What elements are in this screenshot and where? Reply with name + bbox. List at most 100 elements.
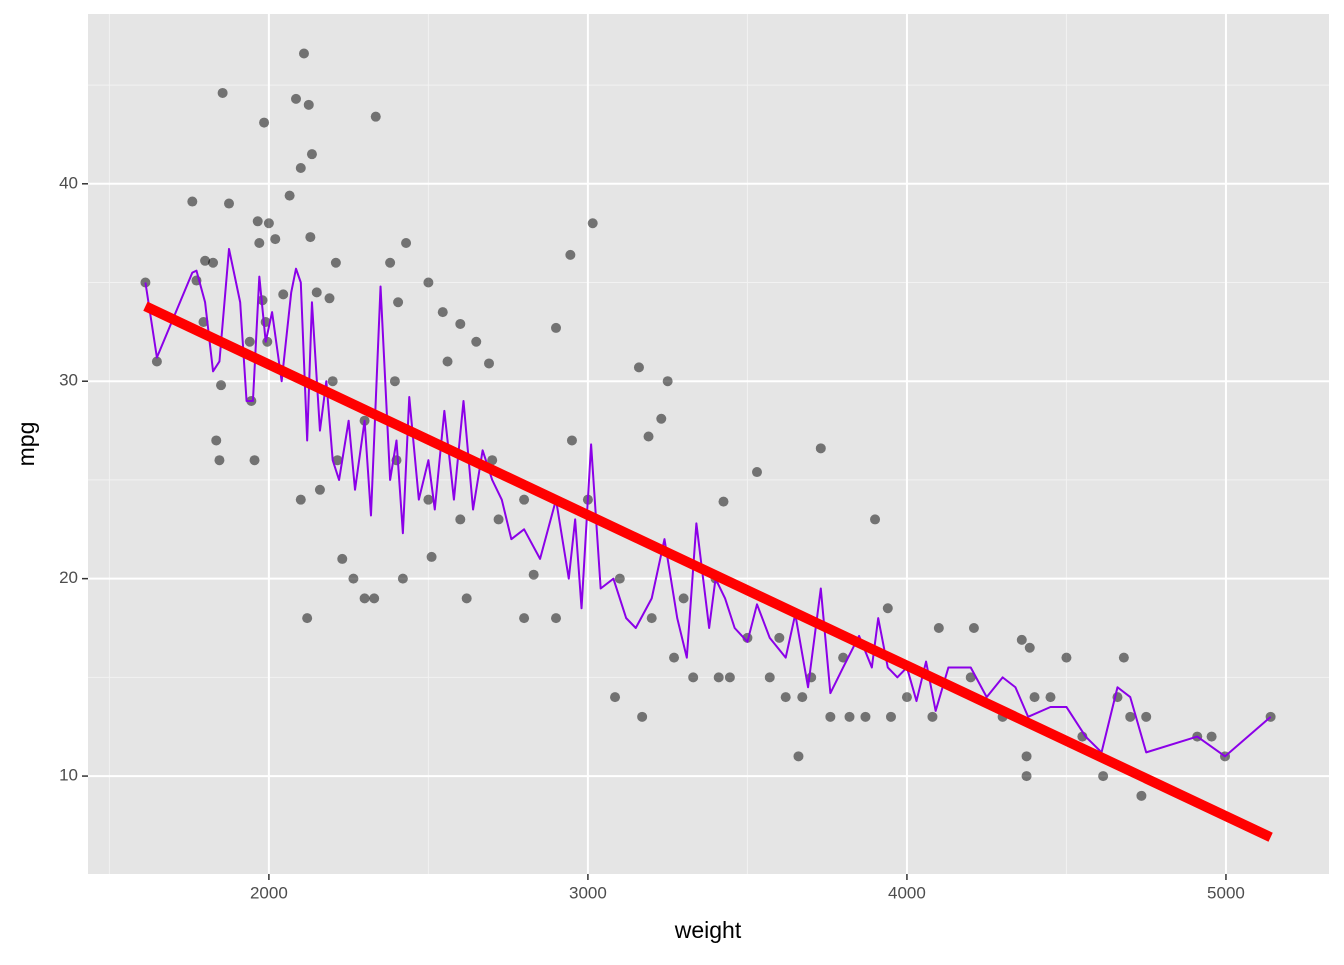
point bbox=[1141, 711, 1152, 722]
point bbox=[1125, 711, 1136, 722]
point bbox=[793, 751, 804, 762]
point bbox=[751, 467, 762, 478]
point bbox=[252, 216, 263, 227]
point bbox=[303, 99, 314, 110]
point bbox=[587, 218, 598, 229]
point bbox=[423, 494, 434, 505]
point bbox=[528, 569, 539, 580]
point bbox=[401, 238, 412, 249]
point bbox=[298, 48, 309, 59]
y-tick-label: 10 bbox=[59, 766, 78, 785]
point bbox=[1061, 652, 1072, 663]
point bbox=[1024, 642, 1035, 653]
point bbox=[385, 257, 396, 268]
point bbox=[389, 376, 400, 387]
point bbox=[968, 623, 979, 634]
point bbox=[295, 162, 306, 173]
point bbox=[249, 455, 260, 466]
point bbox=[656, 413, 667, 424]
point bbox=[1098, 771, 1109, 782]
point bbox=[442, 356, 453, 367]
point bbox=[423, 277, 434, 288]
point bbox=[551, 613, 562, 624]
point bbox=[198, 316, 209, 327]
point bbox=[1118, 652, 1129, 663]
point bbox=[1029, 692, 1040, 703]
point bbox=[927, 711, 938, 722]
x-tick-label: 5000 bbox=[1207, 883, 1245, 902]
point bbox=[965, 672, 976, 683]
point bbox=[214, 455, 225, 466]
point bbox=[278, 289, 289, 300]
point bbox=[314, 484, 325, 495]
point bbox=[487, 455, 498, 466]
point bbox=[565, 249, 576, 260]
point bbox=[825, 711, 836, 722]
point bbox=[860, 711, 871, 722]
point bbox=[713, 672, 724, 683]
point bbox=[718, 496, 729, 507]
point bbox=[291, 93, 302, 104]
point bbox=[780, 692, 791, 703]
point bbox=[284, 190, 295, 201]
panel bbox=[88, 14, 1329, 874]
point bbox=[437, 307, 448, 318]
axes: 2000 3000 4000 5000 10 20 30 40 bbox=[59, 173, 1245, 902]
y-tick-label: 30 bbox=[59, 371, 78, 390]
point bbox=[637, 711, 648, 722]
point bbox=[311, 287, 322, 298]
point bbox=[332, 455, 343, 466]
point bbox=[688, 672, 699, 683]
point bbox=[200, 255, 211, 266]
point bbox=[337, 553, 348, 564]
x-tick-label: 3000 bbox=[569, 883, 607, 902]
point bbox=[566, 435, 577, 446]
point bbox=[724, 672, 735, 683]
point bbox=[519, 494, 530, 505]
point bbox=[224, 198, 235, 209]
point bbox=[244, 336, 255, 347]
point bbox=[211, 435, 222, 446]
point bbox=[484, 358, 495, 369]
point bbox=[330, 257, 341, 268]
point bbox=[216, 380, 227, 391]
point bbox=[208, 257, 219, 268]
point bbox=[1021, 751, 1032, 762]
point bbox=[270, 234, 281, 245]
point bbox=[493, 514, 504, 525]
y-axis-title: mpg bbox=[13, 422, 39, 467]
point bbox=[295, 494, 306, 505]
point bbox=[678, 593, 689, 604]
y-tick-label: 20 bbox=[59, 568, 78, 587]
point bbox=[348, 573, 359, 584]
point bbox=[797, 692, 808, 703]
point bbox=[455, 514, 466, 525]
point bbox=[646, 613, 657, 624]
y-tick-label: 40 bbox=[59, 173, 78, 192]
point bbox=[519, 613, 530, 624]
point bbox=[669, 652, 680, 663]
point bbox=[259, 117, 270, 128]
point bbox=[633, 362, 644, 373]
point bbox=[1136, 790, 1147, 801]
grid bbox=[88, 14, 1329, 874]
point bbox=[838, 652, 849, 663]
point bbox=[815, 443, 826, 454]
point bbox=[870, 514, 881, 525]
point bbox=[643, 431, 654, 442]
point bbox=[1021, 771, 1032, 782]
point bbox=[901, 692, 912, 703]
point bbox=[764, 672, 775, 683]
point bbox=[610, 692, 621, 703]
marks bbox=[140, 48, 1276, 842]
point bbox=[662, 376, 673, 387]
point bbox=[306, 149, 317, 160]
point bbox=[217, 87, 228, 98]
point bbox=[1045, 692, 1056, 703]
x-axis-title: weight bbox=[674, 917, 742, 943]
x-tick-label: 4000 bbox=[888, 883, 926, 902]
point bbox=[844, 711, 855, 722]
point bbox=[455, 318, 466, 329]
point bbox=[933, 623, 944, 634]
